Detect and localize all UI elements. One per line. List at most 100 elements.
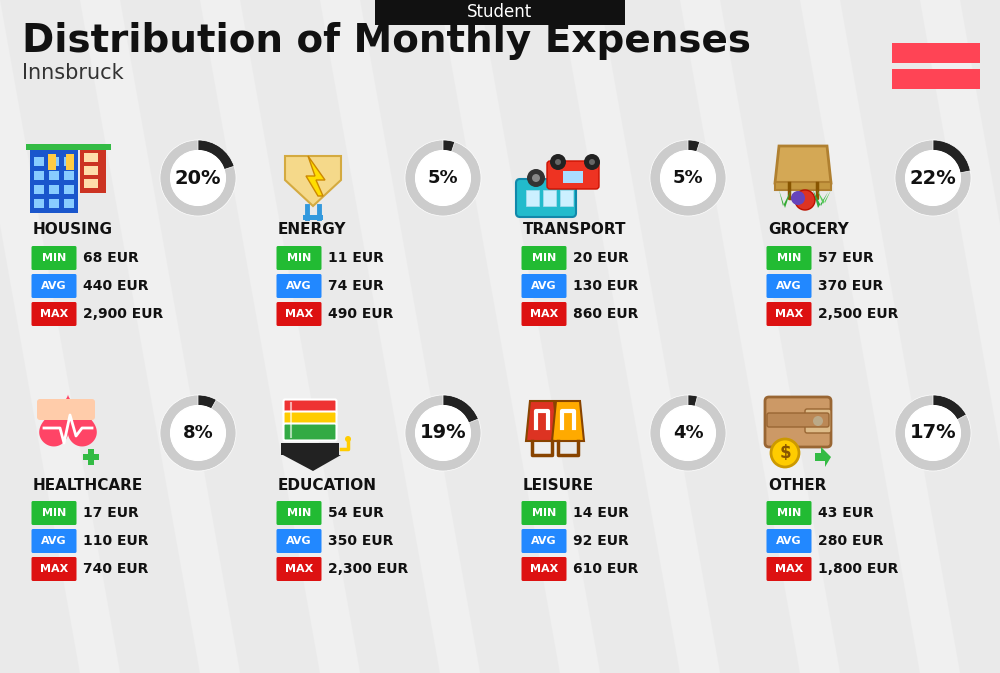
Circle shape	[771, 439, 799, 467]
Text: 2,500 EUR: 2,500 EUR	[818, 307, 898, 321]
Wedge shape	[895, 140, 971, 216]
Polygon shape	[720, 0, 920, 673]
Text: 860 EUR: 860 EUR	[573, 307, 638, 321]
Polygon shape	[813, 190, 828, 208]
Text: MAX: MAX	[40, 564, 68, 574]
Bar	[543, 190, 556, 206]
Text: MAX: MAX	[530, 564, 558, 574]
Bar	[83, 454, 99, 460]
Text: 57 EUR: 57 EUR	[818, 251, 874, 265]
Circle shape	[416, 406, 470, 460]
Wedge shape	[650, 395, 726, 471]
Text: 490 EUR: 490 EUR	[328, 307, 393, 321]
Bar	[30, 148, 78, 213]
Bar	[34, 157, 44, 166]
FancyBboxPatch shape	[276, 302, 322, 326]
FancyBboxPatch shape	[276, 246, 322, 270]
Circle shape	[532, 174, 540, 182]
FancyBboxPatch shape	[765, 397, 831, 447]
Text: OTHER: OTHER	[768, 478, 826, 493]
Circle shape	[171, 151, 225, 205]
Circle shape	[906, 406, 960, 460]
Bar	[26, 144, 111, 150]
Text: MAX: MAX	[285, 564, 313, 574]
Text: 280 EUR: 280 EUR	[818, 534, 884, 548]
FancyBboxPatch shape	[32, 302, 76, 326]
Text: 20 EUR: 20 EUR	[573, 251, 629, 265]
Wedge shape	[160, 395, 236, 471]
Text: 130 EUR: 130 EUR	[573, 279, 638, 293]
Bar	[560, 190, 573, 206]
Bar	[84, 166, 98, 175]
Bar	[66, 154, 74, 170]
Text: 17 EUR: 17 EUR	[83, 506, 139, 520]
Text: 92 EUR: 92 EUR	[573, 534, 629, 548]
FancyBboxPatch shape	[522, 501, 566, 525]
FancyBboxPatch shape	[522, 529, 566, 553]
Circle shape	[550, 154, 566, 170]
Bar	[303, 215, 323, 220]
Polygon shape	[0, 0, 200, 673]
FancyBboxPatch shape	[516, 179, 576, 217]
Wedge shape	[198, 395, 216, 409]
Circle shape	[589, 159, 595, 165]
FancyBboxPatch shape	[767, 274, 812, 298]
Text: 11 EUR: 11 EUR	[328, 251, 384, 265]
FancyBboxPatch shape	[767, 557, 812, 581]
Bar	[64, 185, 74, 194]
Text: 370 EUR: 370 EUR	[818, 279, 883, 293]
Bar	[64, 171, 74, 180]
Polygon shape	[815, 447, 831, 467]
Text: MIN: MIN	[287, 508, 311, 518]
FancyBboxPatch shape	[276, 501, 322, 525]
Wedge shape	[895, 395, 971, 471]
FancyBboxPatch shape	[522, 246, 566, 270]
Circle shape	[661, 406, 715, 460]
Bar	[526, 190, 539, 206]
Wedge shape	[405, 395, 481, 471]
FancyBboxPatch shape	[284, 411, 336, 429]
Wedge shape	[405, 140, 481, 216]
Polygon shape	[0, 0, 80, 673]
Text: 14 EUR: 14 EUR	[573, 506, 629, 520]
Wedge shape	[650, 140, 726, 216]
Polygon shape	[600, 0, 800, 673]
Polygon shape	[526, 401, 558, 441]
Text: AVG: AVG	[286, 281, 312, 291]
Circle shape	[906, 151, 960, 205]
Text: MAX: MAX	[775, 309, 803, 319]
Wedge shape	[443, 395, 478, 423]
Bar	[34, 199, 44, 208]
Circle shape	[791, 191, 805, 205]
Polygon shape	[120, 0, 320, 673]
Text: MAX: MAX	[530, 309, 558, 319]
Polygon shape	[285, 156, 341, 206]
Text: 8%: 8%	[183, 424, 213, 442]
Text: HEALTHCARE: HEALTHCARE	[33, 478, 143, 493]
Circle shape	[557, 169, 575, 187]
FancyBboxPatch shape	[284, 423, 336, 441]
Circle shape	[527, 169, 545, 187]
FancyBboxPatch shape	[276, 274, 322, 298]
Text: 2,300 EUR: 2,300 EUR	[328, 562, 408, 576]
Wedge shape	[443, 140, 455, 152]
Text: EDUCATION: EDUCATION	[278, 478, 377, 493]
Wedge shape	[688, 140, 700, 152]
FancyBboxPatch shape	[522, 557, 566, 581]
Wedge shape	[198, 140, 234, 170]
Text: 2,900 EUR: 2,900 EUR	[83, 307, 163, 321]
Text: 4%: 4%	[673, 424, 703, 442]
Polygon shape	[779, 190, 791, 208]
FancyBboxPatch shape	[805, 409, 831, 433]
FancyBboxPatch shape	[892, 69, 980, 89]
Bar	[64, 199, 74, 208]
Circle shape	[795, 190, 815, 210]
Polygon shape	[840, 0, 1000, 673]
FancyBboxPatch shape	[767, 302, 812, 326]
Text: 54 EUR: 54 EUR	[328, 506, 384, 520]
Text: MIN: MIN	[532, 253, 556, 263]
Text: 5%: 5%	[673, 169, 703, 187]
Text: MIN: MIN	[777, 508, 801, 518]
Bar	[34, 185, 44, 194]
Text: MIN: MIN	[532, 508, 556, 518]
